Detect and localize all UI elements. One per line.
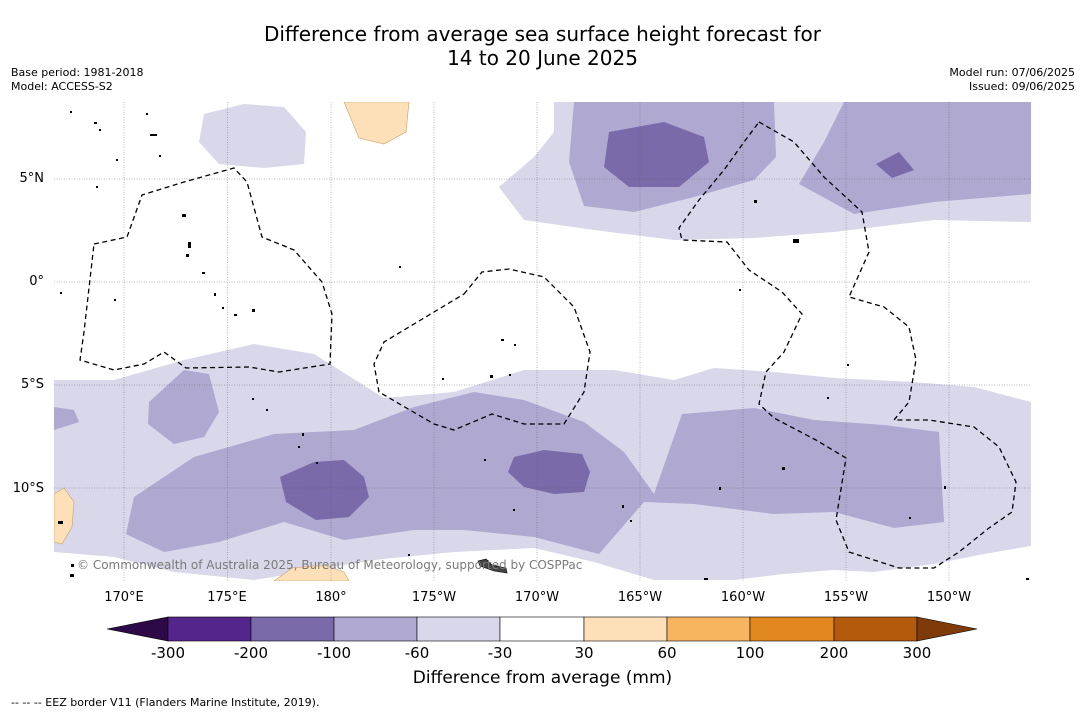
colorbar-tick: -300 — [150, 644, 186, 662]
anomaly-region-south-dark-central — [508, 450, 590, 494]
eez-borders — [79, 121, 1017, 569]
colorbar-bin — [833, 616, 918, 642]
colorbar-extend-high — [916, 616, 978, 642]
lon-label-150w: 150°W — [926, 590, 972, 605]
lat-label-10s: 10°S — [12, 481, 44, 496]
colorbar-bin — [499, 616, 585, 642]
lat-label-5n: 5°N — [19, 171, 45, 186]
anomaly-region-north-dark — [604, 122, 709, 187]
anomaly-region-south-dark-west — [280, 460, 369, 520]
anomaly-region-northwest-light — [199, 104, 306, 168]
colorbar-bin — [167, 616, 252, 642]
colorbar-bin — [416, 616, 501, 642]
anomaly-region-northeast-mid — [799, 102, 1031, 214]
anomaly-region-west-mid — [148, 370, 219, 444]
colorbar-bin — [666, 616, 751, 642]
lon-label-170e: 170°E — [104, 590, 144, 605]
title-line-1: Difference from average sea surface heig… — [263, 22, 822, 46]
lon-label-175e: 175°E — [207, 590, 247, 605]
colorbar-extend-low — [107, 616, 169, 642]
islands — [58, 111, 1029, 580]
lon-label-165w: 165°W — [617, 590, 663, 605]
colorbar-title: Difference from average (mm) — [412, 668, 673, 688]
lon-label-170w: 170°W — [514, 590, 560, 605]
sea-height-map — [54, 102, 1031, 581]
lat-label-5s: 5°S — [20, 377, 44, 392]
lon-label-180: 180° — [315, 590, 347, 605]
colorbar-bin — [749, 616, 835, 642]
lon-label-155w: 155°W — [823, 590, 869, 605]
issued-date: Issued: 09/06/2025 — [968, 80, 1075, 93]
colorbar-tick: -60 — [404, 644, 430, 662]
map-title: Difference from average sea surface heig… — [0, 22, 1085, 70]
colorbar-tick: -100 — [316, 644, 352, 662]
model-name: Model: ACCESS-S2 — [11, 80, 113, 93]
positive-anomaly-south — [273, 564, 350, 581]
eez-legend: -- -- -- EEZ border V11 (Flanders Marine… — [11, 696, 320, 709]
model-run: Model run: 07/06/2025 — [949, 66, 1075, 79]
colorbar-tick: -200 — [233, 644, 269, 662]
anomaly-region-far-west-mid — [54, 407, 79, 430]
island-shape-south — [477, 558, 508, 574]
colorbar-bin — [333, 616, 418, 642]
positive-anomaly-north — [343, 102, 410, 145]
colorbar-tick: 200 — [819, 644, 849, 662]
base-period: Base period: 1981-2018 — [11, 66, 144, 79]
colorbar-tick: -30 — [487, 644, 513, 662]
copyright-notice: © Commonwealth of Australia 2025, Bureau… — [77, 558, 583, 572]
colorbar — [107, 616, 978, 642]
lat-label-0: 0° — [29, 274, 44, 289]
lon-label-175w: 175°W — [411, 590, 457, 605]
anomaly-region-northeast-dark — [876, 152, 914, 178]
metadata-left: Base period: 1981-2018 Model: ACCESS-S2 — [11, 66, 143, 94]
colorbar-bin — [583, 616, 668, 642]
metadata-right: Model run: 07/06/2025 Issued: 09/06/2025 — [949, 66, 1075, 94]
graticule — [54, 102, 1031, 581]
lon-label-160w: 160°W — [720, 590, 766, 605]
colorbar-tick: 300 — [902, 644, 932, 662]
title-line-2: 14 to 20 June 2025 — [447, 46, 638, 70]
colorbar-tick: 60 — [657, 644, 677, 662]
colorbar-bin — [250, 616, 335, 642]
colorbar-tick: 30 — [574, 644, 594, 662]
colorbar-tick: 100 — [735, 644, 765, 662]
